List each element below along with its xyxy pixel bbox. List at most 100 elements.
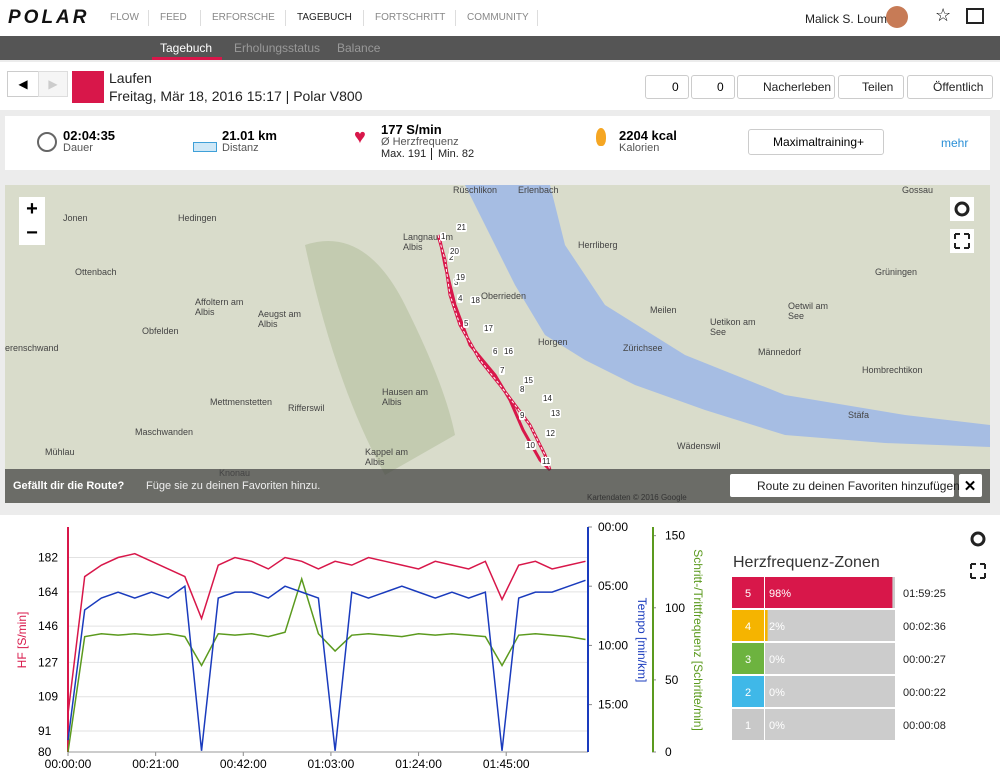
calories-label: Kalorien <box>619 142 660 154</box>
zoom-control[interactable] <box>19 197 45 245</box>
map-place: Hausen am Albis <box>382 387 429 407</box>
duration: 02:04:35 <box>63 128 116 143</box>
close-button[interactable] <box>959 474 982 497</box>
nav-item[interactable]: FLOW <box>110 12 139 23</box>
distance: 21.01 km <box>222 128 277 143</box>
hr-avg: 177 S/min <box>381 122 442 137</box>
zone-bar <box>765 577 893 608</box>
map-place: Jonen <box>63 213 88 223</box>
map-place: Oetwil am See <box>788 301 829 321</box>
zone-time: 00:00:22 <box>903 687 946 699</box>
map-place: Ottenbach <box>75 267 117 277</box>
training-label[interactable]: Maximaltraining+ <box>773 135 865 149</box>
distance-label: Distanz <box>222 142 259 154</box>
fullscreen-icon[interactable] <box>970 563 986 579</box>
hr-max: Max. 191 <box>381 148 427 160</box>
subnav-item[interactable]: Erholungsstatus <box>234 41 321 55</box>
zoom-out[interactable]: − <box>26 222 38 244</box>
y2-tick-label: 10:00 <box>598 638 628 652</box>
route-marker: 5 <box>463 319 470 328</box>
map-place: Mühlau <box>45 447 75 457</box>
route-marker: 13 <box>550 409 561 418</box>
distance-icon <box>193 142 217 152</box>
more-link[interactable]: mehr <box>941 136 969 150</box>
action-label[interactable]: Öffentlich <box>933 80 984 94</box>
sport-name: Laufen <box>109 70 152 86</box>
map-place: Stäfa <box>848 410 870 420</box>
training-button[interactable] <box>748 129 884 155</box>
route-marker: 11 <box>541 457 552 466</box>
route-marker: 20 <box>449 247 460 256</box>
zone-color <box>732 577 764 608</box>
calories: 2204 kcal <box>619 128 677 143</box>
banner-question: Gefällt dir die Route? <box>13 480 125 492</box>
zoom-in[interactable]: + <box>26 198 38 220</box>
subnav-item[interactable]: Tagebuch <box>160 41 213 55</box>
nav-item[interactable]: COMMUNITY <box>467 12 529 23</box>
prev-button[interactable]: ◀ <box>7 71 39 97</box>
map-place: Affoltern am Albis <box>195 297 244 317</box>
nav-separator <box>200 10 201 26</box>
x-tick-label: 01:45:00 <box>483 757 530 771</box>
map-place: Wädenswil <box>677 441 721 451</box>
nav-item[interactable]: FEED <box>160 12 187 23</box>
y3-tick-label: 100 <box>665 601 685 615</box>
settings-icon <box>954 201 970 217</box>
next-button[interactable]: ▶ <box>38 71 68 97</box>
action-label[interactable]: Teilen <box>862 80 894 94</box>
nav-item[interactable]: ERFORSCHE <box>212 12 275 23</box>
nav-separator <box>148 10 149 26</box>
nav-item[interactable]: TAGEBUCH <box>297 12 352 23</box>
zone-bar-bg <box>765 709 895 740</box>
map-graphics: + − ✕ <box>5 185 990 503</box>
zone-bar-bg <box>765 643 895 674</box>
close-icon: ✕ <box>964 478 977 495</box>
action-button[interactable] <box>907 75 993 99</box>
y3-tick-label: 0 <box>665 745 672 759</box>
action-button[interactable] <box>838 75 904 99</box>
chart: 80 91 109 127 146 164 182 00:00 05:00 10:00 15:00 0… <box>15 520 986 771</box>
action-label[interactable]: Nacherleben <box>763 80 832 94</box>
route-marker: 6 <box>492 347 499 356</box>
comment-count[interactable]: 0 <box>717 80 724 94</box>
zone-color <box>732 709 764 740</box>
map-place: Meilen <box>650 305 677 315</box>
like-button[interactable] <box>645 75 689 99</box>
map-place: erenschwand <box>5 343 59 353</box>
icon-chat[interactable] <box>966 8 984 24</box>
like-count[interactable]: 0 <box>672 80 679 94</box>
settings-icon[interactable] <box>970 531 986 547</box>
user-name[interactable]: Malick S. Loum <box>805 12 888 26</box>
action-button[interactable] <box>737 75 835 99</box>
hr-divider <box>431 148 432 160</box>
duration-label: Dauer <box>63 142 93 154</box>
y3-axis-label: Schritt-/Trittfrequenz [Schritte/min] <box>691 549 705 731</box>
fullscreen-button[interactable] <box>950 229 974 253</box>
comment-button[interactable] <box>691 75 735 99</box>
series-line <box>67 576 586 753</box>
settings-button[interactable] <box>950 197 974 221</box>
series-line <box>67 552 586 714</box>
route-marker: 14 <box>542 394 553 403</box>
map: + − ✕ Rüschlikon Erlenbach Gossau Jonen Hedi… <box>5 185 990 503</box>
avatar[interactable] <box>886 6 908 28</box>
map-place: Mettmenstetten <box>210 397 273 407</box>
hr-label: Ø Herzfrequenz <box>381 136 459 148</box>
forest <box>305 241 455 475</box>
zone-bar-bg <box>765 676 895 707</box>
subnav-item[interactable]: Balance <box>337 41 381 55</box>
favorite-label[interactable]: Route zu deinen Favoriten hinzufügen <box>757 479 960 493</box>
map-place: Langnau am Albis <box>403 232 454 252</box>
zone-number: 1 <box>745 720 751 732</box>
y2-tick-label: 00:00 <box>598 520 628 534</box>
y-tick-label: 164 <box>38 585 58 599</box>
y-tick-label: 80 <box>38 745 52 759</box>
icon-star[interactable]: ☆ <box>935 5 952 25</box>
route-marker: 15 <box>523 376 534 385</box>
zone-number: 3 <box>745 654 751 666</box>
sport-icon <box>72 71 104 103</box>
route-marker: 12 <box>545 429 556 438</box>
map-place: Knonau <box>219 468 251 478</box>
nav-item[interactable]: FORTSCHRITT <box>375 12 446 23</box>
favorite-button[interactable] <box>730 474 954 497</box>
